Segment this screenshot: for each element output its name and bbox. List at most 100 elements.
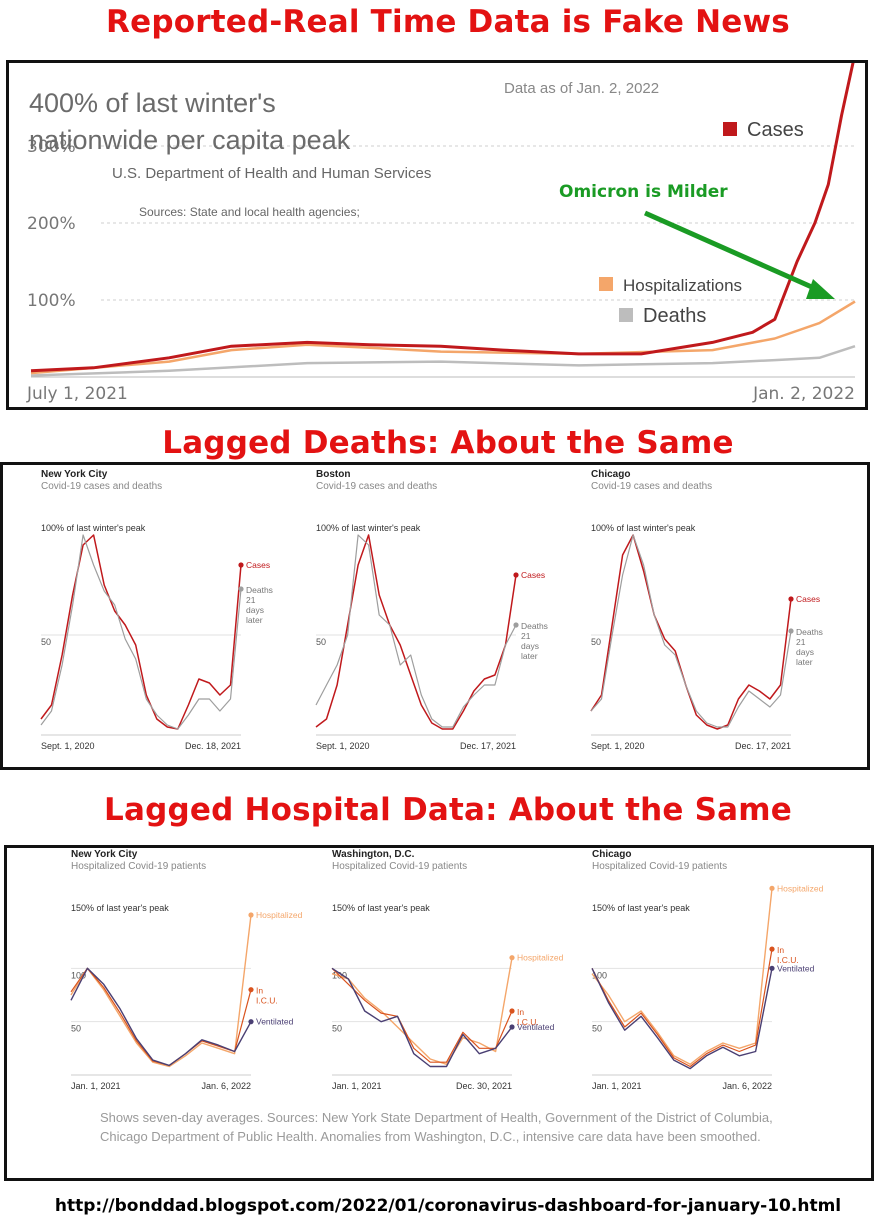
x-tick-label: Jan. 2, 2022 [752,384,855,404]
national-chart-panel: 100% 200% 300% 400% of last winter's nationw… [6,60,868,410]
city-title: Boston [316,469,350,480]
series-end-dot [509,1024,515,1030]
series-end-dot [769,946,775,952]
annotation-text: Omicron is Milder [559,182,728,202]
series-line-in-i-c-u- [331,967,513,1063]
series-end-dot [238,586,244,592]
series-line-cases [40,534,242,730]
series-end-dot [509,955,515,961]
y-tick-label: 50 [71,1024,81,1034]
x-tick-label: Dec. 17, 2021 [735,741,791,751]
series-end-label: Ventilated [517,1022,555,1032]
city-subtitle: Hospitalized Covid-19 patients [332,861,467,872]
city-title: Washington, D.C. [332,849,415,860]
city-subtitle: Hospitalized Covid-19 patients [71,861,206,872]
series-end-dot [769,885,775,891]
series-end-label: Deaths 21 days later [521,621,548,661]
x-tick-label: Sept. 1, 2020 [41,741,95,751]
series-end-dot [248,912,254,918]
x-tick-label: Jan. 1, 2021 [592,1081,642,1091]
series-end-dot [238,562,244,568]
series-line-hospitalized [70,914,252,1068]
series-line-deaths [40,534,242,730]
x-tick-label: Sept. 1, 2020 [591,741,645,751]
y-tick-label: 50 [591,637,601,647]
chart-title-line1: 400% of last winter's [29,88,276,118]
y-top-label: 100% of last winter's peak [591,523,696,533]
series-end-label: Hospitalized [517,953,564,963]
heading-lagged-hospital: Lagged Hospital Data: About the Same [104,792,792,828]
series-line-cases [30,63,855,373]
deaths-charts-panel: New York City Covid-19 cases and deaths 10… [0,462,870,770]
series-line-deaths [590,534,792,728]
series-end-label: Cases [521,570,545,580]
x-tick-label: Jan. 6, 2022 [201,1081,251,1091]
y-tick-label: 50 [332,1024,342,1034]
series-line-cases [590,534,792,730]
city-subtitle: Hospitalized Covid-19 patients [592,861,727,872]
y-tick-label: 100 [592,970,607,980]
legend-label: Deaths [643,305,706,327]
national-chart: 100% 200% 300% 400% of last winter's nationw… [26,63,856,404]
y-top-label: 100% of last winter's peak [41,523,146,533]
chart-subtitle: U.S. Department of Health and Human Serv… [112,165,431,182]
x-tick-label: Jan. 1, 2021 [332,1081,382,1091]
city-subtitle: Covid-19 cases and deaths [591,481,712,492]
x-tick-label: July 1, 2021 [26,384,128,404]
series-end-dot [788,628,794,634]
series-line-ventilated [331,967,513,1068]
series-line-in-i-c-u- [591,948,773,1068]
series-end-dot [248,1019,254,1025]
city-title: Chicago [591,469,630,480]
x-tick-label: Dec. 17, 2021 [460,741,516,751]
annotation-arrowhead [806,279,835,299]
series-end-label: In I.C.U. [517,1007,539,1027]
legend-swatch [619,308,633,322]
series-line-ventilated [70,967,252,1067]
y-tick-label: 50 [41,637,51,647]
y-top-label: 150% of last year's peak [71,903,169,913]
series-line-ventilated [591,967,773,1070]
source-url[interactable]: http://bonddad.blogspot.com/2022/01/coro… [54,1196,842,1216]
y-tick-label: 300% [27,137,76,157]
y-tick-label: 100 [71,970,86,980]
x-tick-label: Dec. 30, 2021 [456,1081,512,1091]
legend-swatch [599,277,613,291]
series-end-dot [513,572,519,578]
y-tick-label: 50 [592,1024,602,1034]
series-end-dot [513,622,519,628]
x-tick-label: Dec. 18, 2021 [185,741,241,751]
series-line-cases [315,534,517,730]
series-line-deaths [315,534,517,728]
series-line-hospitalized [331,957,513,1066]
legend-label: Hospitalizations [623,276,742,295]
hospital-footnote: Shows seven-day averages. Sources: New Y… [100,1110,773,1144]
y-top-label: 150% of last year's peak [332,903,430,913]
series-end-label: Ventilated [777,963,815,973]
y-tick-label: 50 [316,637,326,647]
annotation-arrow [643,210,825,295]
heading-lagged-deaths: Lagged Deaths: About the Same [162,425,734,461]
y-tick-label: 100% [27,291,76,311]
x-tick-label: Jan. 6, 2022 [722,1081,772,1091]
series-end-dot [248,987,254,993]
city-title: Chicago [592,849,631,860]
city-title: New York City [71,849,138,860]
series-end-label: Cases [246,560,270,570]
series-end-label: Ventilated [256,1017,294,1027]
series-line-deaths [30,345,856,377]
city-title: New York City [41,469,108,480]
city-subtitle: Covid-19 cases and deaths [41,481,162,492]
y-tick-label: 200% [27,214,76,234]
hospital-charts-panel: New York City Hospitalized Covid-19 patie… [4,845,874,1181]
legend-swatch [723,122,737,136]
legend-label: Cases [747,119,804,141]
x-tick-label: Sept. 1, 2020 [316,741,370,751]
city-subtitle: Covid-19 cases and deaths [316,481,437,492]
series-end-label: Deaths 21 days later [796,627,823,667]
series-end-dot [509,1008,515,1014]
series-end-dot [788,596,794,602]
series-end-label: Deaths 21 days later [246,585,273,625]
